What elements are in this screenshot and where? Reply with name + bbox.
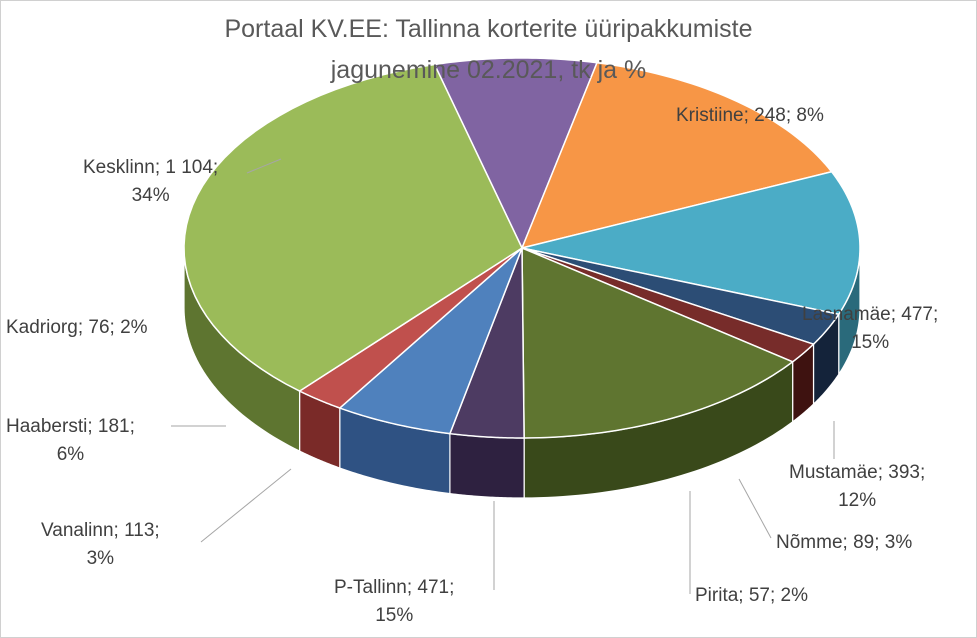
label-n-mme: Nõmme; 89; 3%: [776, 529, 912, 557]
label-vanalinn-line-2: 3%: [86, 548, 115, 569]
slice-n-mme: [521, 247, 841, 346]
label-lasnam-e-line-2: 15%: [851, 332, 890, 353]
label-haabersti-line-2: 6%: [56, 444, 85, 465]
label-p-tallinn: P-Tallinn; 471; 15%: [334, 574, 454, 630]
leader-n-mme: [738, 478, 772, 539]
slice-haabersti: [338, 247, 523, 435]
label-vanalinn: Vanalinn; 113; 3%: [41, 517, 160, 573]
label-haabersti: Haabersti; 181; 6%: [6, 413, 135, 469]
chart-title-line-2: jagunemine 02.2021, tk ja %: [330, 56, 647, 84]
leader-kesklinn: [246, 158, 282, 174]
label-mustam-e-line-2: 12%: [838, 490, 877, 511]
chart-title-line-1: Portaal KV.EE: Tallinna korterite üüripa…: [224, 15, 753, 43]
label-haabersti-line-1: Haabersti; 181;: [6, 416, 135, 437]
label-vanalinn-line-1: Vanalinn; 113;: [41, 520, 160, 541]
label-lasnam-e-line-1: Lasnamäe; 477;: [802, 304, 939, 325]
label-pirita-line-1: Pirita; 57; 2%: [695, 585, 808, 606]
slice-lasnam-e: [520, 61, 833, 250]
label-kristiine: Kristiine; 248; 8%: [676, 102, 824, 130]
slice-mustam-e: [521, 170, 861, 316]
slice-kristiine: [433, 57, 599, 250]
label-n-mme-line-1: Nõmme; 89; 3%: [776, 532, 913, 553]
slice-kadriorg: [298, 247, 523, 409]
leader-lines: [171, 158, 835, 594]
label-lasnam-e: Lasnamäe; 477; 15%: [802, 301, 938, 357]
label-kadriorg-line-1: Kadriorg; 76; 2%: [6, 317, 148, 338]
label-kesklinn-line-1: Kesklinn; 1 104;: [83, 157, 219, 178]
label-mustam-e: Mustamäe; 393; 12%: [789, 459, 925, 515]
leader-vanalinn: [200, 468, 292, 543]
label-kesklinn: Kesklinn; 1 104; 34%: [83, 154, 218, 210]
label-p-tallinn-line-1: P-Tallinn; 471;: [334, 577, 455, 598]
slice-vanalinn: [448, 247, 525, 439]
slice-kesklinn: [183, 63, 523, 392]
side-vanalinn: [449, 432, 525, 499]
label-kristiine-line-1: Kristiine; 248; 8%: [676, 105, 824, 126]
label-kesklinn-line-2: 34%: [131, 185, 170, 206]
label-kadriorg: Kadriorg; 76; 2%: [6, 314, 148, 342]
label-p-tallinn-line-2: 15%: [375, 605, 414, 626]
pie-top-faces: [183, 57, 861, 439]
label-pirita: Pirita; 57; 2%: [695, 582, 808, 610]
slice-pirita: [521, 247, 815, 363]
label-mustam-e-line-1: Mustamäe; 393;: [789, 462, 926, 483]
slice-p-tallinn: [521, 246, 795, 439]
